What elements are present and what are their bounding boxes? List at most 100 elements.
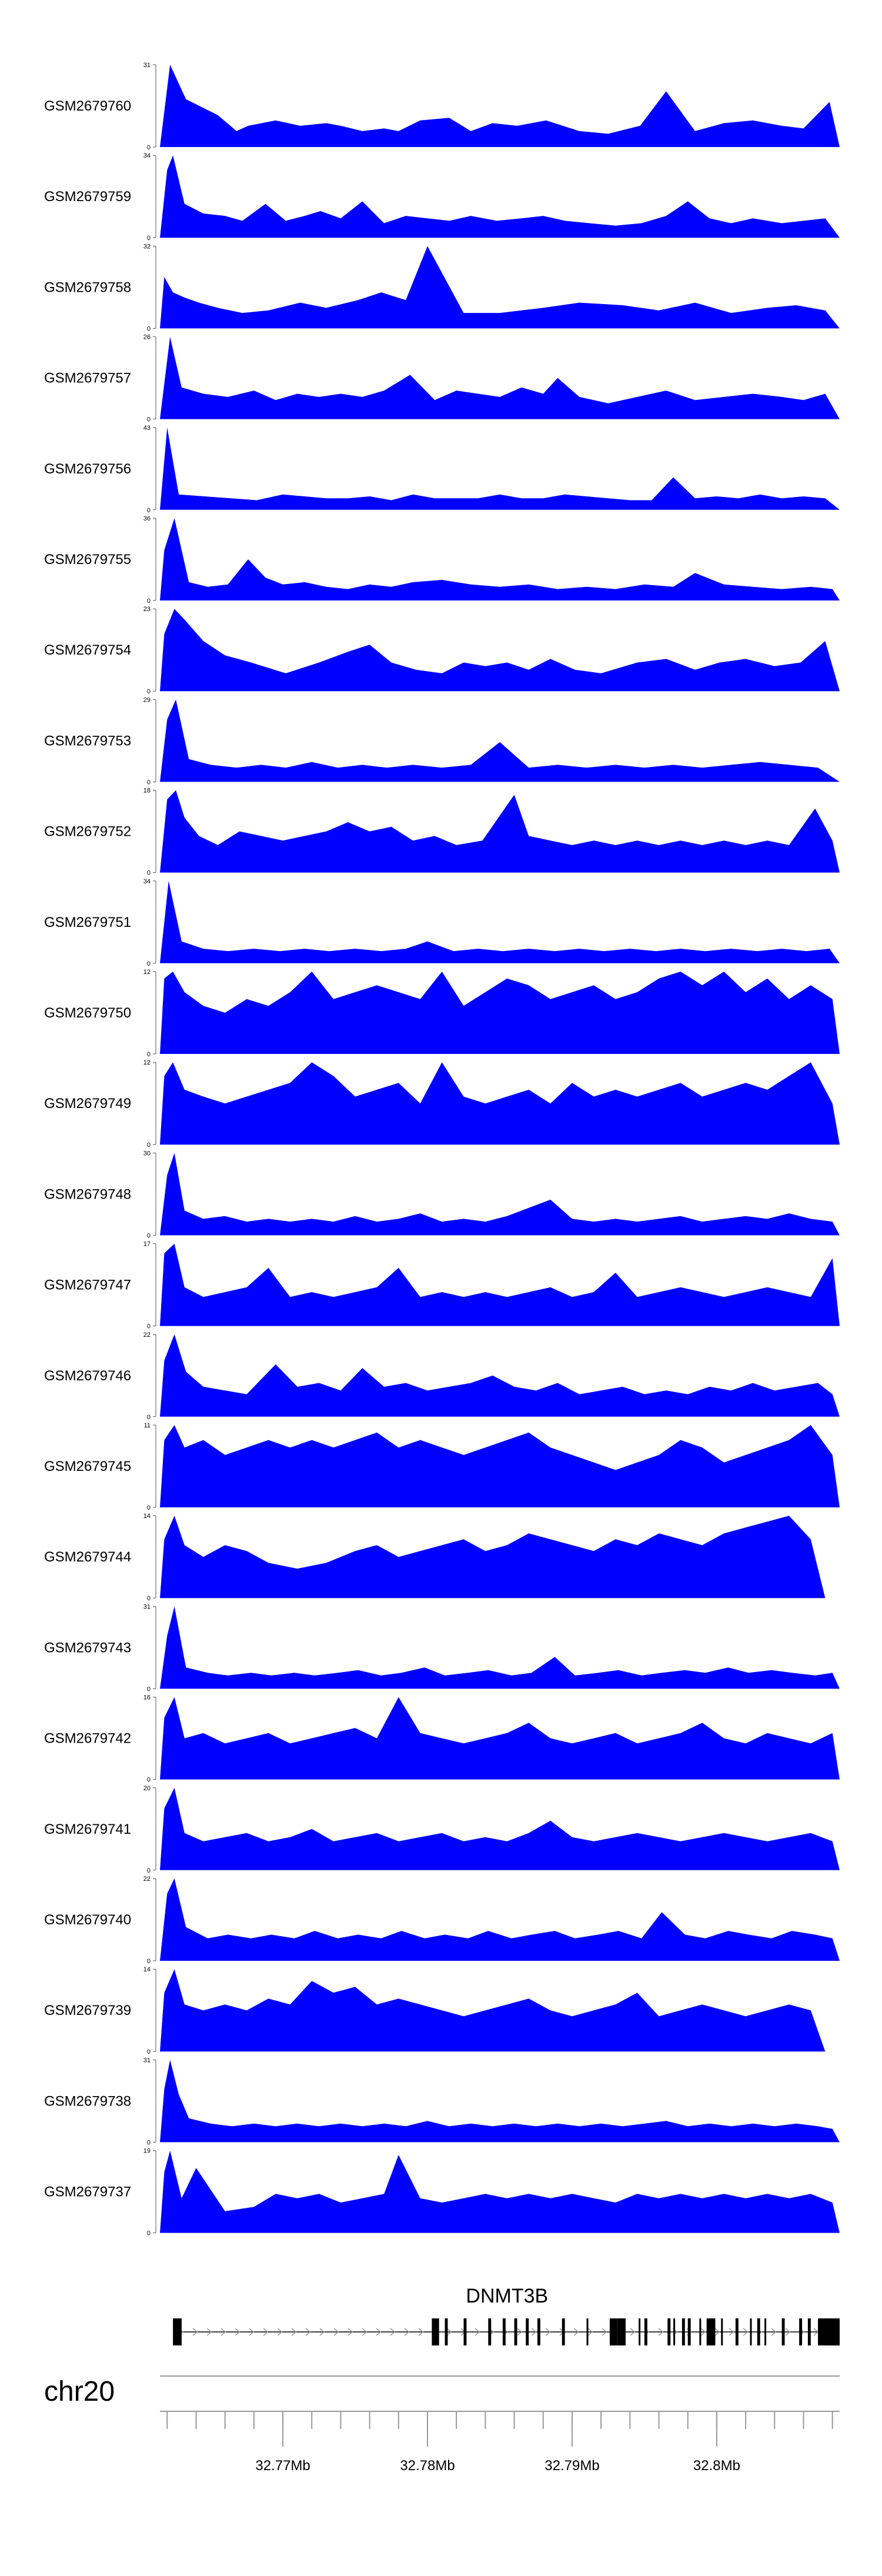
track-GSM2679742: GSM2679742 16 0 bbox=[44, 1694, 840, 1784]
axis-tick-label: 32.79Mb bbox=[544, 2458, 599, 2474]
exon bbox=[432, 2318, 439, 2345]
track-ymax-label: 22 bbox=[143, 1332, 151, 1339]
exon bbox=[639, 2318, 641, 2345]
coverage-area bbox=[160, 65, 840, 147]
track-ymin-label: 0 bbox=[147, 325, 151, 332]
coverage-area bbox=[160, 427, 840, 510]
track-GSM2679746: GSM2679746 22 0 bbox=[44, 1332, 840, 1421]
track-ymax-label: 16 bbox=[143, 1694, 151, 1701]
exon bbox=[721, 2318, 723, 2345]
coverage-area bbox=[160, 336, 840, 419]
strand-arrow bbox=[305, 2328, 311, 2336]
strand-arrow bbox=[192, 2328, 198, 2336]
track-GSM2679760: GSM2679760 31 0 bbox=[44, 62, 840, 151]
exon bbox=[757, 2318, 760, 2345]
track-ymax-label: 18 bbox=[143, 788, 151, 795]
track-ymin-label: 0 bbox=[147, 1595, 151, 1602]
strand-arrow bbox=[404, 2328, 410, 2336]
exon bbox=[764, 2318, 767, 2345]
coverage-area bbox=[160, 1787, 840, 1870]
track-ymax-label: 14 bbox=[143, 1966, 151, 1973]
track-label: GSM2679749 bbox=[44, 1096, 131, 1112]
coverage-area bbox=[160, 1969, 826, 2052]
track-ymin-label: 0 bbox=[147, 870, 151, 877]
exon bbox=[673, 2318, 676, 2345]
track-ymin-label: 0 bbox=[147, 1958, 151, 1965]
track-label: GSM2679760 bbox=[44, 98, 131, 114]
exon bbox=[562, 2318, 565, 2345]
strand-arrow bbox=[333, 2328, 339, 2336]
track-ymax-label: 34 bbox=[143, 152, 151, 159]
strand-arrow bbox=[206, 2328, 212, 2336]
exon bbox=[526, 2318, 529, 2345]
track-label: GSM2679746 bbox=[44, 1368, 131, 1384]
track-ymin-label: 0 bbox=[147, 598, 151, 605]
strand-arrow bbox=[235, 2328, 240, 2336]
track-GSM2679758: GSM2679758 32 0 bbox=[44, 243, 840, 332]
track-GSM2679740: GSM2679740 22 0 bbox=[44, 1876, 840, 1965]
track-ymax-label: 29 bbox=[143, 696, 151, 703]
exon bbox=[445, 2318, 448, 2345]
track-ymin-label: 0 bbox=[147, 1414, 151, 1421]
track-ymin-label: 0 bbox=[147, 2230, 151, 2237]
track-label: GSM2679742 bbox=[44, 1731, 131, 1747]
track-label: GSM2679741 bbox=[44, 1821, 131, 1837]
strand-arrow bbox=[743, 2328, 749, 2336]
track-GSM2679744: GSM2679744 14 0 bbox=[44, 1513, 826, 1602]
track-label: GSM2679753 bbox=[44, 733, 131, 749]
track-GSM2679752: GSM2679752 18 0 bbox=[44, 788, 840, 877]
track-GSM2679749: GSM2679749 12 0 bbox=[44, 1059, 840, 1149]
track-ymin-label: 0 bbox=[147, 1504, 151, 1511]
gene-label: DNMT3B bbox=[466, 2285, 548, 2307]
track-label: GSM2679759 bbox=[44, 189, 131, 205]
track-GSM2679757: GSM2679757 26 0 bbox=[44, 334, 840, 423]
track-GSM2679759: GSM2679759 34 0 bbox=[44, 152, 840, 242]
track-label: GSM2679752 bbox=[44, 824, 131, 840]
strand-arrow bbox=[602, 2328, 607, 2336]
coverage-area bbox=[160, 1606, 840, 1689]
track-GSM2679751: GSM2679751 34 0 bbox=[44, 878, 840, 967]
exon bbox=[706, 2318, 716, 2345]
track-label: GSM2679754 bbox=[44, 642, 131, 658]
coverage-area bbox=[160, 2150, 840, 2233]
coverage-area bbox=[160, 609, 840, 692]
track-ymax-label: 31 bbox=[143, 1603, 151, 1610]
strand-arrow bbox=[517, 2328, 523, 2336]
chromosome-label: chr20 bbox=[44, 2376, 115, 2407]
coverage-area bbox=[160, 155, 840, 238]
track-ymin-label: 0 bbox=[147, 779, 151, 786]
track-label: GSM2679740 bbox=[44, 1912, 131, 1928]
track-ymax-label: 31 bbox=[143, 62, 151, 69]
track-label: GSM2679756 bbox=[44, 461, 131, 477]
strand-arrow bbox=[658, 2328, 664, 2336]
track-ymax-label: 31 bbox=[143, 2057, 151, 2064]
track-GSM2679756: GSM2679756 43 0 bbox=[44, 425, 840, 514]
track-label: GSM2679750 bbox=[44, 1005, 131, 1021]
strand-arrow bbox=[291, 2328, 297, 2336]
track-GSM2679738: GSM2679738 31 0 bbox=[44, 2057, 840, 2146]
exon bbox=[699, 2318, 701, 2345]
strand-arrow bbox=[362, 2328, 368, 2336]
track-label: GSM2679755 bbox=[44, 552, 131, 568]
exon bbox=[514, 2318, 517, 2345]
exon bbox=[807, 2318, 811, 2345]
exon bbox=[667, 2318, 671, 2345]
track-label: GSM2679738 bbox=[44, 2093, 131, 2109]
exon bbox=[537, 2318, 540, 2345]
strand-arrow bbox=[418, 2328, 424, 2336]
strand-arrow bbox=[446, 2328, 452, 2336]
track-ymin-label: 0 bbox=[147, 1142, 151, 1149]
track-ymin-label: 0 bbox=[147, 960, 151, 967]
track-label: GSM2679757 bbox=[44, 371, 131, 386]
strand-arrow bbox=[587, 2328, 593, 2336]
track-GSM2679741: GSM2679741 20 0 bbox=[44, 1785, 840, 1874]
exon bbox=[173, 2318, 182, 2345]
track-ymin-label: 0 bbox=[147, 144, 151, 151]
exon bbox=[681, 2318, 685, 2345]
track-ymax-label: 14 bbox=[143, 1513, 151, 1520]
track-ymin-label: 0 bbox=[147, 1686, 151, 1693]
coverage-area bbox=[160, 1062, 840, 1145]
track-GSM2679747: GSM2679747 17 0 bbox=[44, 1241, 840, 1330]
track-ymin-label: 0 bbox=[147, 1323, 151, 1330]
